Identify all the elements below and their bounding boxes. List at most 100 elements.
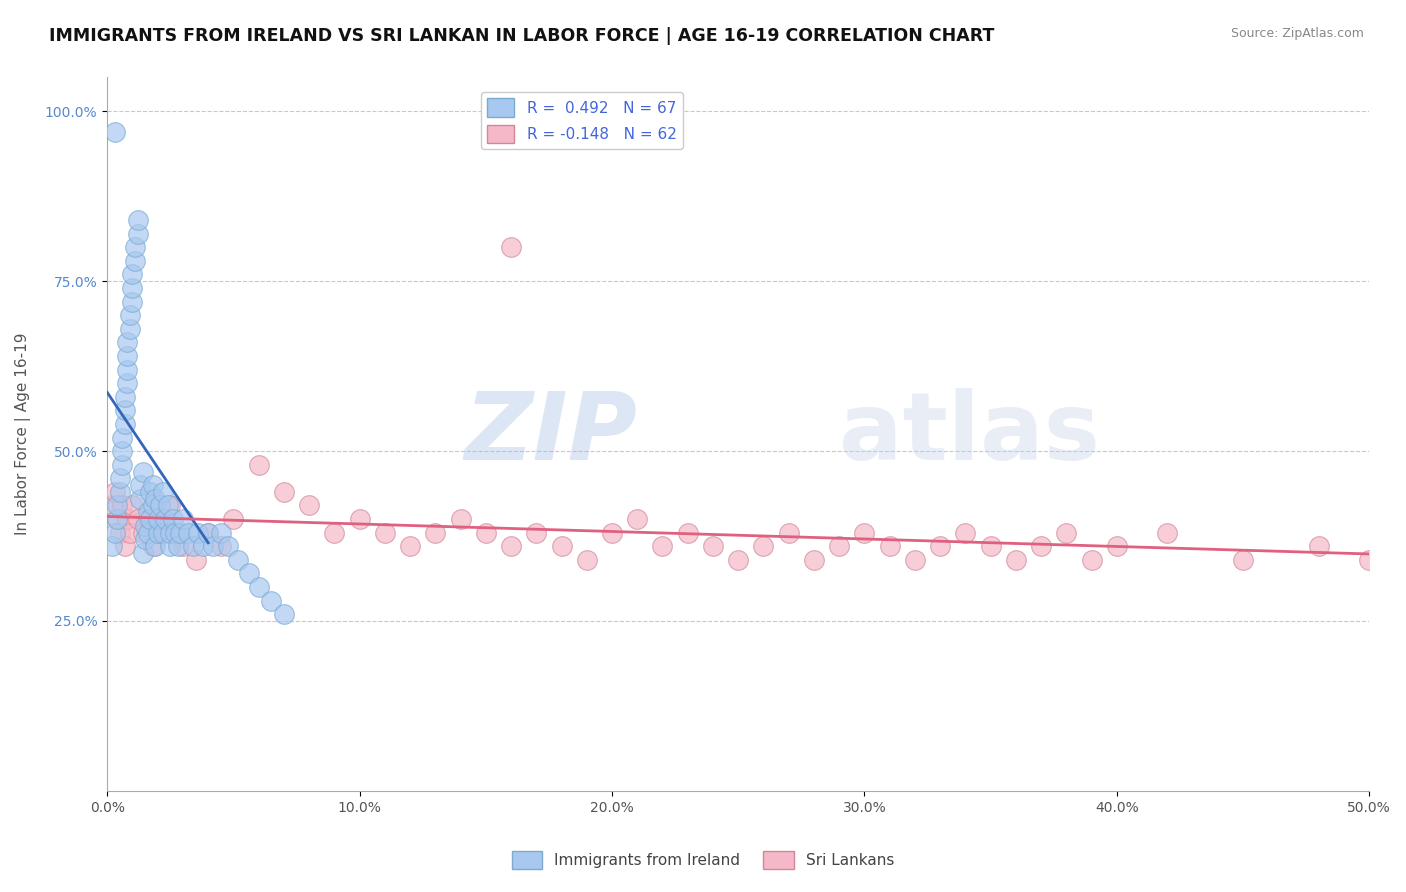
- Point: [499, 539, 522, 553]
- Point: [118, 308, 141, 322]
- Point: [146, 525, 169, 540]
- Point: [108, 484, 131, 499]
- Point: [752, 539, 775, 553]
- Point: [260, 593, 283, 607]
- Point: [399, 539, 422, 553]
- Point: [349, 512, 371, 526]
- Point: [111, 499, 134, 513]
- Point: [209, 539, 232, 553]
- Point: [524, 525, 547, 540]
- Point: [778, 525, 800, 540]
- Point: [184, 553, 207, 567]
- Point: [114, 390, 136, 404]
- Point: [134, 533, 156, 547]
- Point: [143, 491, 166, 506]
- Point: [209, 525, 232, 540]
- Point: [146, 512, 169, 526]
- Point: [575, 553, 598, 567]
- Point: [152, 512, 174, 526]
- Point: [139, 512, 162, 526]
- Point: [499, 240, 522, 254]
- Point: [1054, 525, 1077, 540]
- Text: ZIP: ZIP: [464, 388, 637, 480]
- Point: [117, 349, 139, 363]
- Point: [1232, 553, 1254, 567]
- Point: [475, 525, 498, 540]
- Point: [117, 362, 139, 376]
- Point: [247, 458, 270, 472]
- Point: [111, 458, 134, 472]
- Point: [136, 512, 159, 526]
- Point: [117, 376, 139, 391]
- Point: [425, 525, 447, 540]
- Point: [929, 539, 952, 553]
- Point: [111, 431, 134, 445]
- Point: [1358, 553, 1381, 567]
- Point: [904, 553, 927, 567]
- Point: [127, 227, 149, 241]
- Point: [136, 525, 159, 540]
- Point: [217, 539, 239, 553]
- Point: [121, 294, 143, 309]
- Point: [152, 484, 174, 499]
- Text: IMMIGRANTS FROM IRELAND VS SRI LANKAN IN LABOR FORCE | AGE 16-19 CORRELATION CHA: IMMIGRANTS FROM IRELAND VS SRI LANKAN IN…: [49, 27, 994, 45]
- Point: [177, 525, 200, 540]
- Point: [143, 539, 166, 553]
- Point: [228, 553, 250, 567]
- Text: Source: ZipAtlas.com: Source: ZipAtlas.com: [1230, 27, 1364, 40]
- Legend: R =  0.492   N = 67, R = -0.148   N = 62: R = 0.492 N = 67, R = -0.148 N = 62: [481, 92, 683, 149]
- Point: [374, 525, 396, 540]
- Point: [1105, 539, 1128, 553]
- Point: [156, 499, 179, 513]
- Point: [323, 525, 346, 540]
- Point: [187, 525, 209, 540]
- Point: [131, 546, 153, 560]
- Point: [104, 525, 127, 540]
- Point: [124, 253, 146, 268]
- Point: [450, 512, 472, 526]
- Point: [104, 125, 127, 139]
- Point: [197, 525, 219, 540]
- Point: [600, 525, 623, 540]
- Point: [105, 512, 128, 526]
- Legend: Immigrants from Ireland, Sri Lankans: Immigrants from Ireland, Sri Lankans: [506, 845, 900, 875]
- Point: [169, 525, 191, 540]
- Point: [853, 525, 876, 540]
- Point: [105, 499, 128, 513]
- Point: [1029, 539, 1052, 553]
- Point: [197, 525, 219, 540]
- Point: [131, 465, 153, 479]
- Point: [101, 499, 124, 513]
- Point: [142, 478, 165, 492]
- Point: [118, 322, 141, 336]
- Point: [828, 539, 851, 553]
- Point: [121, 268, 143, 282]
- Point: [181, 539, 204, 553]
- Point: [727, 553, 749, 567]
- Point: [127, 213, 149, 227]
- Point: [149, 499, 172, 513]
- Point: [155, 512, 177, 526]
- Point: [298, 499, 321, 513]
- Point: [101, 539, 124, 553]
- Point: [136, 505, 159, 519]
- Point: [127, 512, 149, 526]
- Point: [129, 491, 152, 506]
- Point: [114, 417, 136, 431]
- Point: [142, 499, 165, 513]
- Point: [117, 335, 139, 350]
- Point: [121, 499, 143, 513]
- Point: [142, 539, 165, 553]
- Point: [117, 512, 139, 526]
- Point: [159, 499, 181, 513]
- Point: [247, 580, 270, 594]
- Point: [702, 539, 724, 553]
- Point: [167, 539, 190, 553]
- Point: [111, 444, 134, 458]
- Point: [159, 525, 181, 540]
- Point: [114, 403, 136, 417]
- Point: [134, 519, 156, 533]
- Point: [955, 525, 977, 540]
- Point: [121, 281, 143, 295]
- Point: [118, 525, 141, 540]
